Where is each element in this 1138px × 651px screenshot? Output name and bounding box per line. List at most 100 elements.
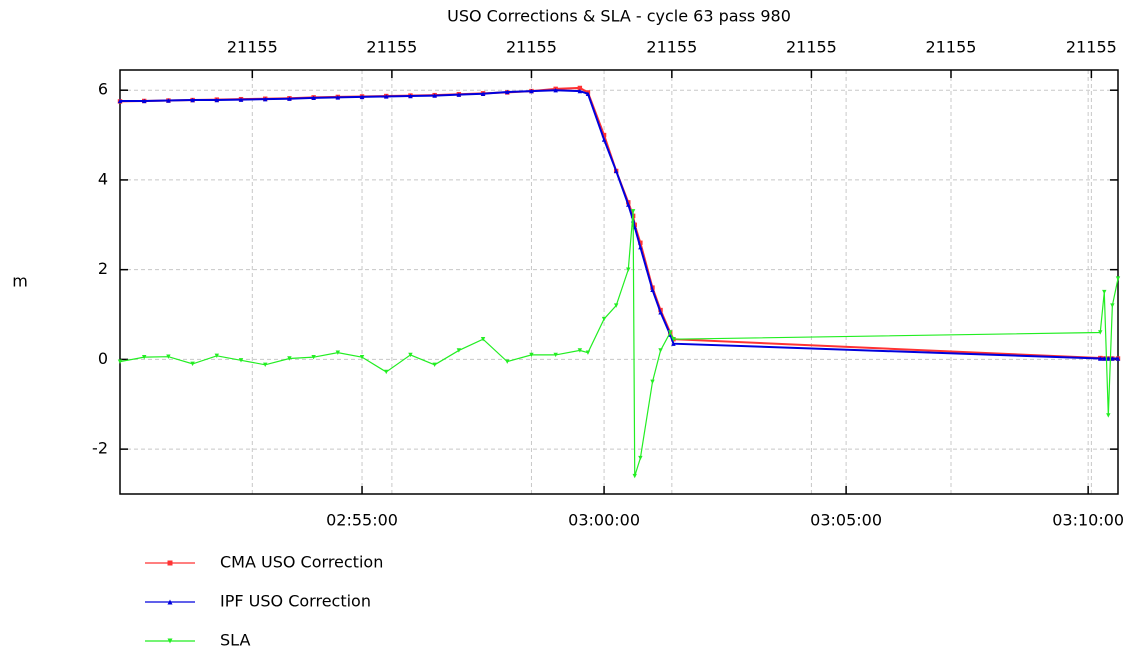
series-marker [601,316,607,322]
legend-label: IPF USO Correction [220,592,371,611]
series-line [120,89,1118,360]
series-marker [638,240,643,245]
series-marker [1110,356,1115,361]
series-marker [626,267,631,272]
series-marker [287,96,292,101]
y-tick-label: 0 [98,349,108,368]
series-marker [432,93,437,98]
series-marker [142,98,147,104]
series-marker [577,88,583,94]
series-marker [638,245,643,250]
series-marker [505,359,510,364]
x2-tick-label: 21155 [1066,38,1117,57]
series-marker [432,362,437,367]
series-marker [577,348,583,353]
series-marker [613,168,619,174]
series-marker [142,354,147,360]
series-line [119,211,1119,477]
series-marker [287,356,292,361]
series-marker [408,93,413,99]
series-marker [505,89,510,95]
series-marker [658,310,663,315]
series-marker [359,354,365,360]
y-tick-label: 4 [98,169,108,188]
series-marker [613,303,619,308]
series-marker [626,202,631,207]
x-tick-label: 03:05:00 [810,511,882,530]
series-marker [238,358,244,363]
series-marker [630,209,636,214]
series-marker [577,85,583,91]
y-axis-label: m [12,272,28,291]
series-marker [1098,356,1103,361]
plot-frame [119,69,1119,495]
x2-tick-label: 21155 [366,38,417,57]
series-marker [117,98,123,104]
legend-marker [167,638,173,644]
series-marker [658,348,663,353]
series-marker [1102,356,1107,361]
series-marker [480,91,486,96]
series-marker [529,352,534,358]
series-marker [190,361,195,367]
series-marker [263,362,268,367]
series-marker [214,353,220,359]
series-marker [601,137,607,142]
x-tick-label: 03:10:00 [1052,511,1124,530]
legend-label: SLA [220,631,250,650]
series-marker [480,337,486,342]
series-marker [1115,276,1121,281]
series-marker [585,91,591,96]
series-marker [1110,303,1115,308]
legend-marker [167,599,173,605]
series-marker [456,348,462,353]
series-marker [529,88,534,94]
series-marker [650,379,655,385]
series-marker [263,96,268,102]
chart-title: USO Corrections & SLA - cycle 63 pass 98… [447,7,791,26]
y-tick-label: 2 [98,259,108,278]
series-marker [668,330,673,335]
series-marker [311,354,316,360]
y-tick-label: -2 [92,439,108,458]
series-marker [166,354,171,359]
series-marker [117,359,123,364]
series-marker [601,132,607,138]
legend-marker [167,560,173,566]
x2-tick-label: 21155 [926,38,977,57]
series-marker [408,352,413,358]
x2-tick-label: 21155 [646,38,697,57]
series-marker [190,97,195,103]
x2-tick-label: 21155 [506,38,557,57]
series-marker [166,98,171,103]
y-tick-label: 6 [98,80,108,99]
series-line [119,86,1118,360]
series-marker [311,95,316,101]
series-marker [1102,289,1107,295]
series-marker [671,341,676,346]
series-marker [585,350,591,355]
x2-tick-label: 21155 [786,38,837,57]
x2-tick-label: 21155 [227,38,278,57]
series-marker [384,94,389,99]
series-marker [1106,413,1111,418]
series-marker [359,94,365,100]
series-marker [1115,356,1121,361]
series-marker [553,87,558,93]
series-marker [214,97,220,103]
series-marker [650,287,655,293]
series-marker [632,473,637,479]
series-marker [671,337,676,342]
series-marker [238,97,244,102]
series-marker [456,92,462,97]
series-marker [638,455,643,461]
series-marker [1098,330,1103,335]
series-marker [1106,356,1111,361]
series-marker [553,352,558,358]
x-tick-label: 03:00:00 [568,511,640,530]
series-marker [335,350,341,355]
series-marker [335,95,341,100]
x-tick-label: 02:55:00 [326,511,398,530]
